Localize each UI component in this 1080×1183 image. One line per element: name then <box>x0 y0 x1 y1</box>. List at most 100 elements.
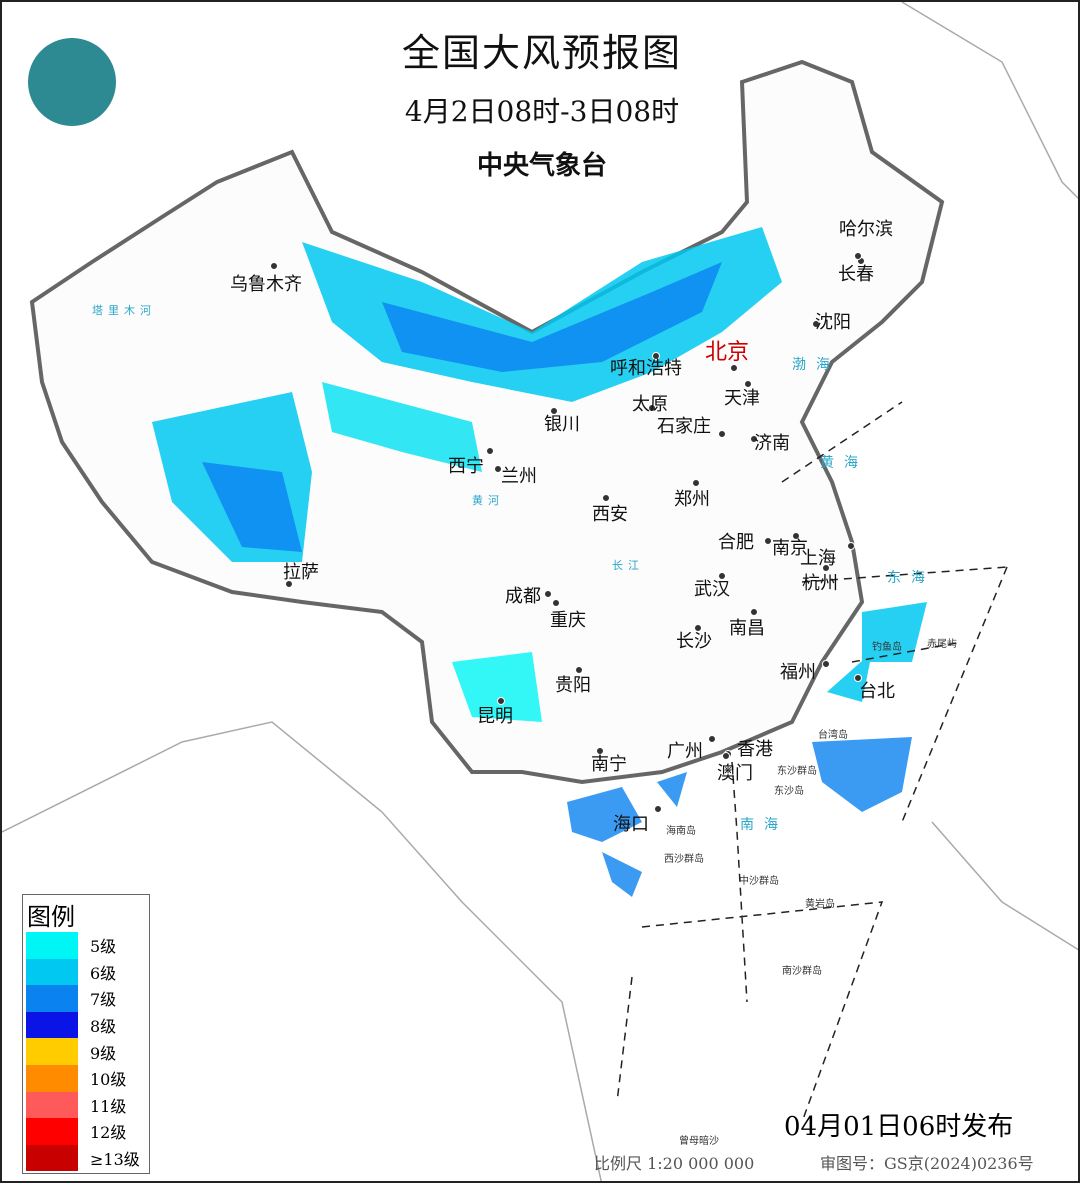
city-marker <box>552 599 560 607</box>
legend-label: ≥13级 <box>90 1150 140 1170</box>
maritime-boundary <box>616 401 1008 1123</box>
legend-label: 9级 <box>90 1043 117 1063</box>
legend-swatch <box>26 1038 78 1065</box>
city-label: 香港 <box>737 739 773 760</box>
review-number: 审图号：GS京(2024)0236号 <box>820 1154 1034 1173</box>
city-marker <box>764 537 772 545</box>
city-marker <box>596 747 604 755</box>
city-label: 成都 <box>505 586 541 607</box>
city-marker <box>692 479 700 487</box>
city-label: 上海 <box>800 548 836 569</box>
legend: 图例 5级 6级 7级 8级 9级 10级 11级 12级 ≥13级 <box>22 894 150 1174</box>
map-scale: 比例尺 1:20 000 000 <box>594 1154 755 1173</box>
city-label: 乌鲁木齐 <box>230 274 302 295</box>
city-marker <box>730 364 738 372</box>
legend-swatch <box>26 1144 78 1172</box>
legend-swatch <box>26 1118 78 1145</box>
city-marker <box>822 564 830 572</box>
wind-zone-north <box>302 227 782 402</box>
city-label: 杭州 <box>802 573 838 594</box>
legend-item: 5级 <box>23 932 149 959</box>
legend-title: 图例 <box>27 903 75 931</box>
city-label: 拉萨 <box>283 562 319 583</box>
city-label: 银川 <box>544 414 580 435</box>
city-marker <box>812 320 820 328</box>
city-label: 武汉 <box>694 579 730 600</box>
island-label: 西沙群岛 <box>664 854 704 865</box>
issuer: 中央气象台 <box>476 151 607 181</box>
legend-item: 8级 <box>23 1011 149 1039</box>
city-label: 西宁 <box>448 456 484 477</box>
city-marker <box>822 660 830 668</box>
city-label: 南京 <box>772 538 808 559</box>
city-label: 合肥 <box>718 532 754 553</box>
city-label: 广州 <box>667 741 703 762</box>
city-marker <box>285 580 293 588</box>
legend-item: 9级 <box>23 1038 149 1065</box>
city-marker <box>494 465 502 473</box>
legend-swatch <box>26 1091 78 1119</box>
city-label: 哈尔滨 <box>839 219 893 240</box>
city-label: 长春 <box>838 264 874 285</box>
city-label: 济南 <box>754 433 790 454</box>
city-label: 福州 <box>780 662 816 683</box>
city-marker <box>792 532 800 540</box>
legend-item: ≥13级 <box>23 1144 149 1172</box>
city-label: 兰州 <box>501 466 537 487</box>
city-label: 昆明 <box>477 706 513 727</box>
river-label-yangtze: 长江 <box>612 559 644 572</box>
legend-swatch <box>26 985 78 1012</box>
legend-swatch <box>26 1011 78 1039</box>
cma-logo <box>28 38 116 126</box>
city-label: 沈阳 <box>815 312 851 333</box>
city-marker <box>722 752 730 760</box>
island-label: 东沙群岛 <box>777 766 817 777</box>
city-marker <box>654 805 662 813</box>
city-label: 海口 <box>613 814 649 835</box>
city-label: 重庆 <box>550 610 586 631</box>
island-label: 曾母暗沙 <box>679 1136 719 1147</box>
city-label: 南昌 <box>729 618 765 639</box>
sea-label: 黄海 <box>820 455 868 471</box>
city-marker <box>544 590 552 598</box>
legend-label: 12级 <box>90 1123 127 1143</box>
city-marker <box>718 572 726 580</box>
legend-label: 7级 <box>90 990 117 1010</box>
city-label: 台北 <box>859 681 895 702</box>
island-label: 黄岩岛 <box>805 899 835 910</box>
city-label: 太原 <box>632 394 668 415</box>
legend-label: 8级 <box>90 1017 117 1037</box>
issue-time: 04月01日06时发布 <box>784 1112 1014 1142</box>
river-label-yellow: 黄河 <box>472 494 504 507</box>
legend-item: 11级 <box>23 1091 149 1119</box>
wind-zone-hainan <box>567 772 687 897</box>
city-marker <box>708 735 716 743</box>
city-marker <box>750 435 758 443</box>
city-label: 北京 <box>705 340 750 365</box>
city-marker <box>602 494 610 502</box>
city-marker <box>648 404 656 412</box>
forecast-period: 4月2日08时-3日08时 <box>404 95 680 128</box>
city-label: 南宁 <box>591 754 627 775</box>
wind-zone-yunnan <box>452 652 542 722</box>
city-marker <box>744 380 752 388</box>
city-marker <box>854 252 862 260</box>
island-label: 钓鱼岛 <box>872 642 902 653</box>
legend-item: 7级 <box>23 985 149 1012</box>
city-label: 呼和浩特 <box>610 358 682 379</box>
city-marker <box>550 407 558 415</box>
legend-item: 12级 <box>23 1118 149 1145</box>
island-label: 南沙群岛 <box>782 966 822 977</box>
legend-swatch <box>26 932 78 959</box>
city-marker <box>270 262 278 270</box>
wind-zone-taiwan-strait <box>812 737 912 812</box>
wind-zone-qinghai <box>322 382 482 472</box>
city-marker <box>486 447 494 455</box>
legend-item: 10级 <box>23 1064 149 1092</box>
river-label-tarim: 塔里木河 <box>92 304 156 317</box>
city-marker <box>847 542 855 550</box>
city-marker <box>694 624 702 632</box>
